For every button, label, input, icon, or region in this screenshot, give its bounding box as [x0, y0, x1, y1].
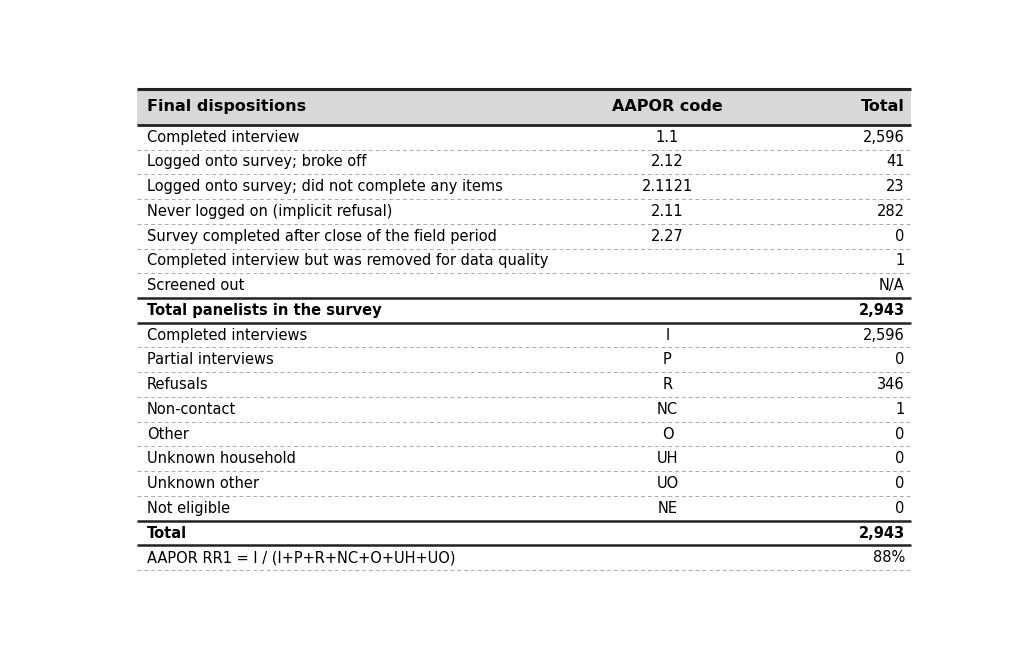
Bar: [137, 249, 911, 273]
Text: 282: 282: [877, 204, 905, 219]
Bar: [137, 496, 911, 520]
Text: 41: 41: [886, 154, 905, 169]
Text: O: O: [662, 426, 673, 441]
Text: Total: Total: [861, 99, 905, 114]
Bar: [137, 373, 911, 397]
Bar: [137, 520, 911, 545]
Bar: [137, 224, 911, 249]
Bar: [137, 298, 911, 323]
Text: 2,596: 2,596: [863, 328, 905, 343]
Text: 2.12: 2.12: [651, 154, 683, 169]
Text: Logged onto survey; broke off: Logged onto survey; broke off: [147, 154, 366, 169]
Text: R: R: [662, 377, 672, 392]
Text: Non-contact: Non-contact: [147, 402, 236, 417]
Text: 1: 1: [895, 402, 905, 417]
Text: 0: 0: [895, 228, 905, 243]
Bar: [137, 447, 911, 471]
Text: Completed interviews: Completed interviews: [147, 328, 307, 343]
Bar: [137, 273, 911, 298]
Bar: [137, 397, 911, 422]
Bar: [137, 175, 911, 199]
Text: 0: 0: [895, 426, 905, 441]
Bar: [137, 323, 911, 347]
Text: 1.1: 1.1: [656, 130, 679, 145]
Text: Other: Other: [147, 426, 189, 441]
Bar: [137, 347, 911, 373]
Text: 0: 0: [895, 501, 905, 516]
Bar: [137, 199, 911, 224]
Text: I: I: [665, 328, 670, 343]
Text: Completed interview: Completed interview: [147, 130, 300, 145]
Bar: [137, 149, 911, 175]
Bar: [137, 422, 911, 447]
Text: Completed interview but was removed for data quality: Completed interview but was removed for …: [147, 253, 548, 269]
Bar: [137, 471, 911, 496]
Text: N/A: N/A: [879, 278, 905, 293]
Text: 2.11: 2.11: [651, 204, 683, 219]
Bar: [137, 125, 911, 149]
Text: 88%: 88%: [873, 550, 905, 565]
Bar: [137, 545, 911, 570]
Text: 0: 0: [895, 451, 905, 466]
Text: Partial interviews: Partial interviews: [147, 352, 274, 367]
Text: 2,596: 2,596: [863, 130, 905, 145]
Text: Final dispositions: Final dispositions: [147, 99, 306, 114]
Text: Total panelists in the survey: Total panelists in the survey: [147, 303, 382, 318]
Text: AAPOR code: AAPOR code: [612, 99, 723, 114]
Text: UO: UO: [657, 476, 678, 491]
Text: Total: Total: [147, 526, 187, 541]
Text: Unknown household: Unknown household: [147, 451, 296, 466]
Text: Screened out: Screened out: [147, 278, 244, 293]
Text: AAPOR RR1 = I / (I+P+R+NC+O+UH+UO): AAPOR RR1 = I / (I+P+R+NC+O+UH+UO): [147, 550, 455, 565]
Bar: [137, 89, 911, 125]
Text: 0: 0: [895, 352, 905, 367]
Text: 2,943: 2,943: [858, 526, 905, 541]
Text: 346: 346: [877, 377, 905, 392]
Text: Unknown other: Unknown other: [147, 476, 259, 491]
Text: UH: UH: [657, 451, 678, 466]
Text: 2,943: 2,943: [858, 303, 905, 318]
Text: Not eligible: Not eligible: [147, 501, 230, 516]
Text: 1: 1: [895, 253, 905, 269]
Text: 23: 23: [886, 179, 905, 194]
Text: Never logged on (implicit refusal): Never logged on (implicit refusal): [147, 204, 392, 219]
Text: Refusals: Refusals: [147, 377, 209, 392]
Text: NC: NC: [657, 402, 678, 417]
Text: NE: NE: [658, 501, 677, 516]
Text: 2.1121: 2.1121: [641, 179, 693, 194]
Text: Logged onto survey; did not complete any items: Logged onto survey; did not complete any…: [147, 179, 502, 194]
Text: 0: 0: [895, 476, 905, 491]
Text: Survey completed after close of the field period: Survey completed after close of the fiel…: [147, 228, 497, 243]
Text: 2.27: 2.27: [651, 228, 684, 243]
Text: P: P: [663, 352, 672, 367]
